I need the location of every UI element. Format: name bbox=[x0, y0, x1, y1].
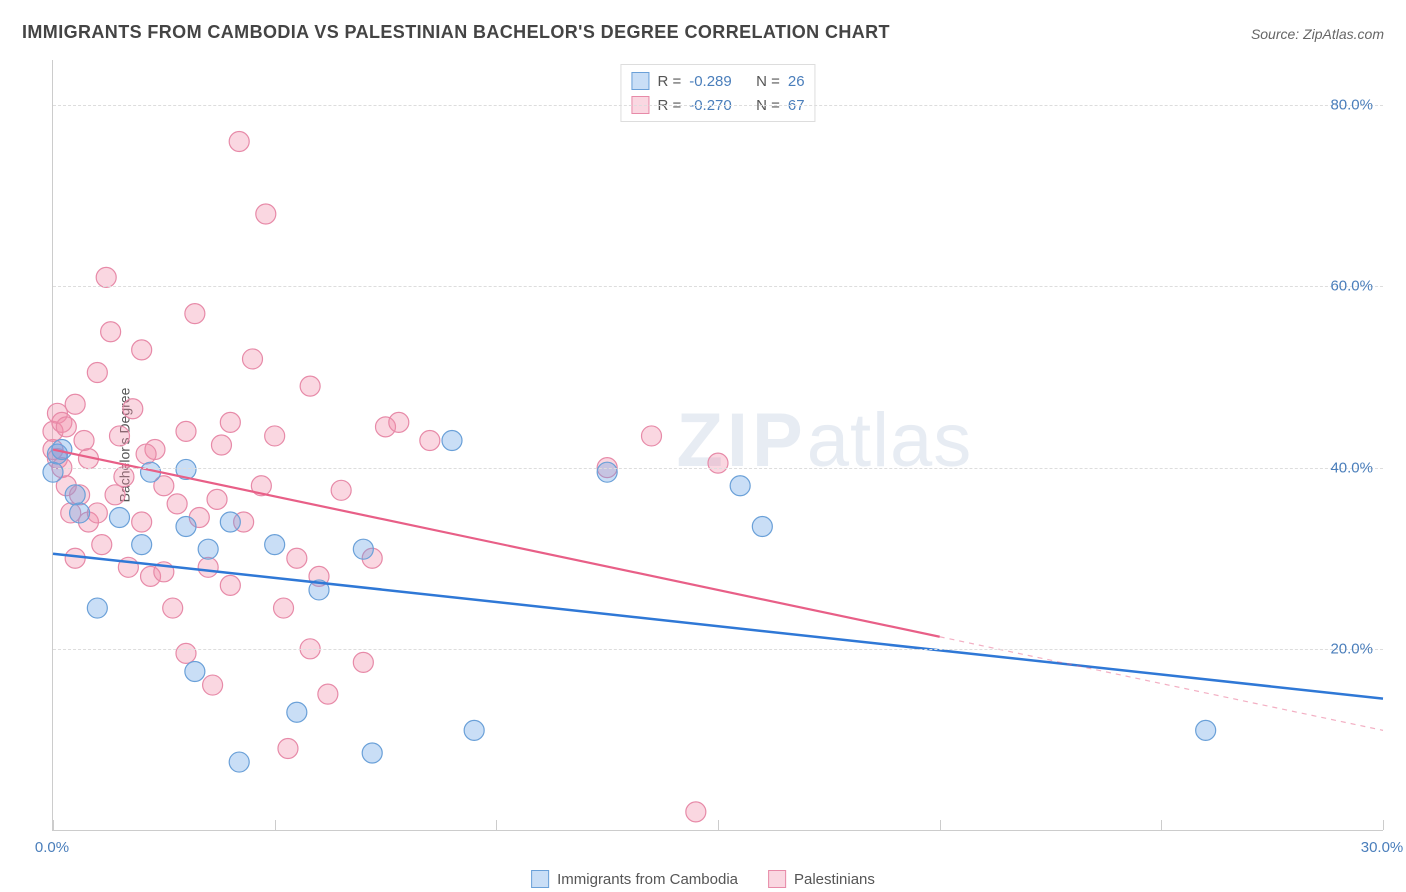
data-point-palestinians bbox=[87, 363, 107, 383]
data-point-palestinians bbox=[132, 512, 152, 532]
data-point-palestinians bbox=[220, 575, 240, 595]
x-tick-label: 0.0% bbox=[35, 839, 69, 856]
data-point-palestinians bbox=[123, 399, 143, 419]
data-point-palestinians bbox=[256, 204, 276, 224]
data-point-palestinians bbox=[331, 480, 351, 500]
data-point-cambodia bbox=[65, 485, 85, 505]
data-point-palestinians bbox=[110, 426, 130, 446]
data-point-cambodia bbox=[464, 720, 484, 740]
data-point-palestinians bbox=[211, 435, 231, 455]
data-point-palestinians bbox=[92, 535, 112, 555]
data-point-cambodia bbox=[110, 507, 130, 527]
data-point-palestinians bbox=[265, 426, 285, 446]
data-point-cambodia bbox=[132, 535, 152, 555]
data-point-cambodia bbox=[730, 476, 750, 496]
data-point-cambodia bbox=[597, 462, 617, 482]
data-point-palestinians bbox=[353, 652, 373, 672]
data-point-palestinians bbox=[132, 340, 152, 360]
legend-swatch-cambodia bbox=[531, 870, 549, 888]
data-point-palestinians bbox=[176, 643, 196, 663]
data-point-cambodia bbox=[353, 539, 373, 559]
x-tick-label: 30.0% bbox=[1361, 839, 1404, 856]
gridline bbox=[53, 468, 1383, 469]
data-point-palestinians bbox=[642, 426, 662, 446]
data-point-palestinians bbox=[65, 548, 85, 568]
data-point-cambodia bbox=[198, 539, 218, 559]
chart-container: IMMIGRANTS FROM CAMBODIA VS PALESTINIAN … bbox=[0, 0, 1406, 892]
data-point-palestinians bbox=[300, 376, 320, 396]
x-tick-mark bbox=[1161, 820, 1162, 830]
data-point-palestinians bbox=[136, 444, 156, 464]
data-point-palestinians bbox=[185, 304, 205, 324]
data-point-palestinians bbox=[686, 802, 706, 822]
y-tick-label: 40.0% bbox=[1330, 459, 1373, 476]
data-point-cambodia bbox=[1196, 720, 1216, 740]
legend-series-label: Immigrants from Cambodia bbox=[557, 871, 738, 888]
data-point-cambodia bbox=[87, 598, 107, 618]
data-point-palestinians bbox=[389, 412, 409, 432]
data-point-cambodia bbox=[442, 430, 462, 450]
data-point-palestinians bbox=[243, 349, 263, 369]
data-point-palestinians bbox=[287, 548, 307, 568]
data-point-palestinians bbox=[65, 394, 85, 414]
x-tick-mark bbox=[940, 820, 941, 830]
data-point-palestinians bbox=[278, 738, 298, 758]
data-point-palestinians bbox=[420, 430, 440, 450]
gridline bbox=[53, 105, 1383, 106]
data-point-palestinians bbox=[87, 503, 107, 523]
data-point-palestinians bbox=[167, 494, 187, 514]
data-point-palestinians bbox=[229, 132, 249, 152]
x-tick-mark bbox=[275, 820, 276, 830]
plot-svg bbox=[53, 60, 1383, 830]
data-point-palestinians bbox=[101, 322, 121, 342]
legend-series: Immigrants from Cambodia Palestinians bbox=[531, 870, 875, 888]
data-point-palestinians bbox=[318, 684, 338, 704]
data-point-cambodia bbox=[287, 702, 307, 722]
data-point-palestinians bbox=[274, 598, 294, 618]
data-point-palestinians bbox=[163, 598, 183, 618]
data-point-cambodia bbox=[220, 512, 240, 532]
legend-item: Palestinians bbox=[768, 870, 875, 888]
y-tick-label: 60.0% bbox=[1330, 278, 1373, 295]
data-point-cambodia bbox=[265, 535, 285, 555]
data-point-cambodia bbox=[70, 503, 90, 523]
chart-title: IMMIGRANTS FROM CAMBODIA VS PALESTINIAN … bbox=[22, 22, 890, 43]
trendline-extrapolation-palestinians bbox=[940, 637, 1383, 731]
plot-area: Bachelor's Degree ZIPatlas R = -0.289 N … bbox=[52, 60, 1383, 831]
data-point-palestinians bbox=[176, 421, 196, 441]
data-point-palestinians bbox=[220, 412, 240, 432]
data-point-cambodia bbox=[185, 661, 205, 681]
data-point-palestinians bbox=[708, 453, 728, 473]
x-tick-mark bbox=[496, 820, 497, 830]
gridline bbox=[53, 286, 1383, 287]
data-point-palestinians bbox=[198, 557, 218, 577]
data-point-palestinians bbox=[56, 417, 76, 437]
trendline-cambodia bbox=[53, 554, 1383, 699]
data-point-palestinians bbox=[207, 489, 227, 509]
trendline-palestinians bbox=[53, 450, 940, 637]
data-point-cambodia bbox=[362, 743, 382, 763]
data-point-cambodia bbox=[752, 517, 772, 537]
x-tick-mark bbox=[718, 820, 719, 830]
data-point-palestinians bbox=[96, 267, 116, 287]
legend-series-label: Palestinians bbox=[794, 871, 875, 888]
gridline bbox=[53, 649, 1383, 650]
data-point-palestinians bbox=[203, 675, 223, 695]
legend-item: Immigrants from Cambodia bbox=[531, 870, 738, 888]
data-point-cambodia bbox=[229, 752, 249, 772]
x-tick-mark bbox=[53, 820, 54, 830]
legend-swatch-palestinians bbox=[768, 870, 786, 888]
source-label: Source: ZipAtlas.com bbox=[1251, 26, 1384, 42]
data-point-cambodia bbox=[43, 462, 63, 482]
y-tick-label: 80.0% bbox=[1330, 97, 1373, 114]
data-point-palestinians bbox=[105, 485, 125, 505]
data-point-palestinians bbox=[114, 467, 134, 487]
y-tick-label: 20.0% bbox=[1330, 640, 1373, 657]
x-tick-mark bbox=[1383, 820, 1384, 830]
data-point-palestinians bbox=[74, 430, 94, 450]
data-point-cambodia bbox=[176, 517, 196, 537]
